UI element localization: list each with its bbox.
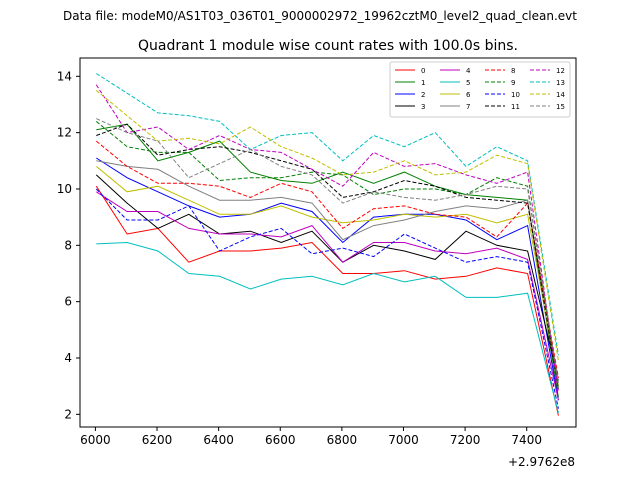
legend-label-1: 1	[421, 79, 425, 87]
legend-label-6: 6	[466, 91, 471, 99]
suptitle: Data file: modeM0/AS1T03_036T01_90000029…	[63, 9, 577, 23]
legend-label-7: 7	[466, 103, 470, 111]
plot-area	[79, 57, 577, 428]
series-line-10	[95, 188, 559, 409]
y-tick-label: 6	[64, 295, 72, 309]
series-line-15	[96, 118, 559, 384]
x-offset-label: +2.9762e8	[508, 455, 575, 469]
series-line-11	[96, 123, 559, 390]
legend-label-5: 5	[466, 79, 470, 87]
series-line-7	[96, 160, 559, 381]
series-line-8	[95, 140, 559, 378]
legend-label-4: 4	[466, 67, 471, 75]
axis-ticks: 6000 6200 6400 6600 6800 7000 7200 740024681012…	[57, 69, 542, 447]
y-tick-label: 10	[57, 182, 72, 196]
y-tick-label: 12	[57, 126, 72, 140]
x-tick-label: 6800	[327, 433, 358, 447]
series-line-4	[96, 191, 559, 401]
legend-label-15: 15	[556, 103, 565, 111]
series-line-14	[95, 90, 559, 361]
chart-title: Quadrant 1 module wise count rates with …	[138, 38, 518, 54]
series-line-2	[96, 157, 559, 401]
legend-label-9: 9	[511, 79, 515, 87]
series-line-5	[96, 241, 559, 414]
x-tick-label: 7200	[450, 433, 481, 447]
series-line-6	[95, 166, 559, 387]
legend-label-11: 11	[511, 103, 520, 111]
legend-frame	[389, 61, 571, 118]
legend-label-3: 3	[421, 103, 425, 111]
legend-label-2: 2	[421, 91, 425, 99]
axes-frame	[79, 57, 577, 428]
series-line-12	[95, 84, 559, 392]
x-tick-label: 6000	[80, 433, 111, 447]
x-tick-label: 6200	[142, 433, 173, 447]
legend-label-12: 12	[556, 67, 565, 75]
series-line-0	[95, 185, 559, 416]
legend-label-13: 13	[556, 79, 565, 87]
x-tick-label: 7400	[511, 433, 542, 447]
legend-label-0: 0	[421, 67, 425, 75]
y-tick-label: 4	[64, 351, 72, 365]
y-tick-label: 8	[64, 238, 72, 252]
y-tick-label: 14	[57, 69, 72, 83]
series-line-3	[95, 174, 559, 381]
legend-label-14: 14	[556, 91, 565, 99]
x-tick-label: 6400	[203, 433, 234, 447]
legend-label-8: 8	[511, 67, 515, 75]
x-tick-label: 6600	[265, 433, 296, 447]
x-tick-label: 7000	[388, 433, 419, 447]
legend-label-10: 10	[511, 91, 520, 99]
y-tick-label: 2	[64, 407, 72, 421]
